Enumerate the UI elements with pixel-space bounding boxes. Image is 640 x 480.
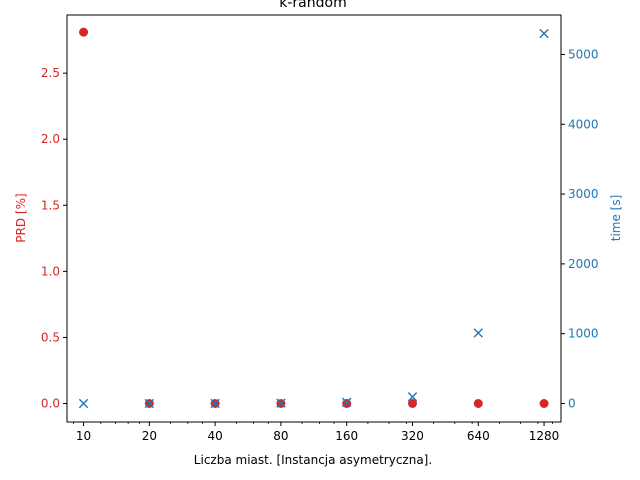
right-y-tick-label: 1000 — [568, 327, 599, 341]
x-tick-label: 160 — [335, 429, 358, 443]
prd-point — [79, 27, 89, 37]
left-y-tick-label: 1.5 — [41, 198, 60, 212]
x-tick-label: 320 — [401, 429, 424, 443]
x-tick-label: 1280 — [529, 429, 560, 443]
x-axis-label: Liczba miast. [Instancja asymetryczna]. — [194, 453, 432, 467]
x-tick-label: 40 — [207, 429, 222, 443]
time-point — [473, 328, 483, 338]
left-y-tick-label: 0.0 — [41, 397, 60, 411]
prd-point — [539, 399, 549, 408]
time-point — [276, 398, 286, 408]
prd-point — [342, 399, 352, 408]
right-y-tick-label: 3000 — [568, 187, 599, 201]
left-y-tick-label: 1.0 — [41, 264, 60, 278]
prd-point — [407, 399, 417, 408]
x-tick-label: 10 — [76, 429, 91, 443]
x-tick-label: 640 — [467, 429, 490, 443]
x-tick-label: 20 — [142, 429, 157, 443]
time-point — [210, 398, 220, 409]
plot-frame — [66, 14, 562, 423]
time-point — [144, 398, 155, 409]
left-axis-label: PRD [%] — [14, 193, 28, 242]
chart-title: k-random — [279, 0, 346, 11]
time-point — [78, 398, 89, 409]
right-y-tick-label: 0 — [568, 397, 576, 411]
left-y-tick-label: 0.5 — [41, 330, 60, 344]
right-y-tick-label: 2000 — [568, 257, 599, 271]
prd-point — [473, 399, 483, 408]
time-point — [407, 392, 418, 402]
right-axis-label: time [s] — [609, 195, 623, 242]
x-tick-label: 80 — [273, 429, 288, 443]
time-point — [539, 28, 549, 39]
right-y-tick-label: 5000 — [568, 47, 599, 61]
right-y-tick-label: 4000 — [568, 117, 599, 131]
time-point — [342, 397, 352, 407]
left-y-tick-label: 2.0 — [41, 132, 60, 146]
left-y-tick-label: 2.5 — [41, 66, 60, 80]
